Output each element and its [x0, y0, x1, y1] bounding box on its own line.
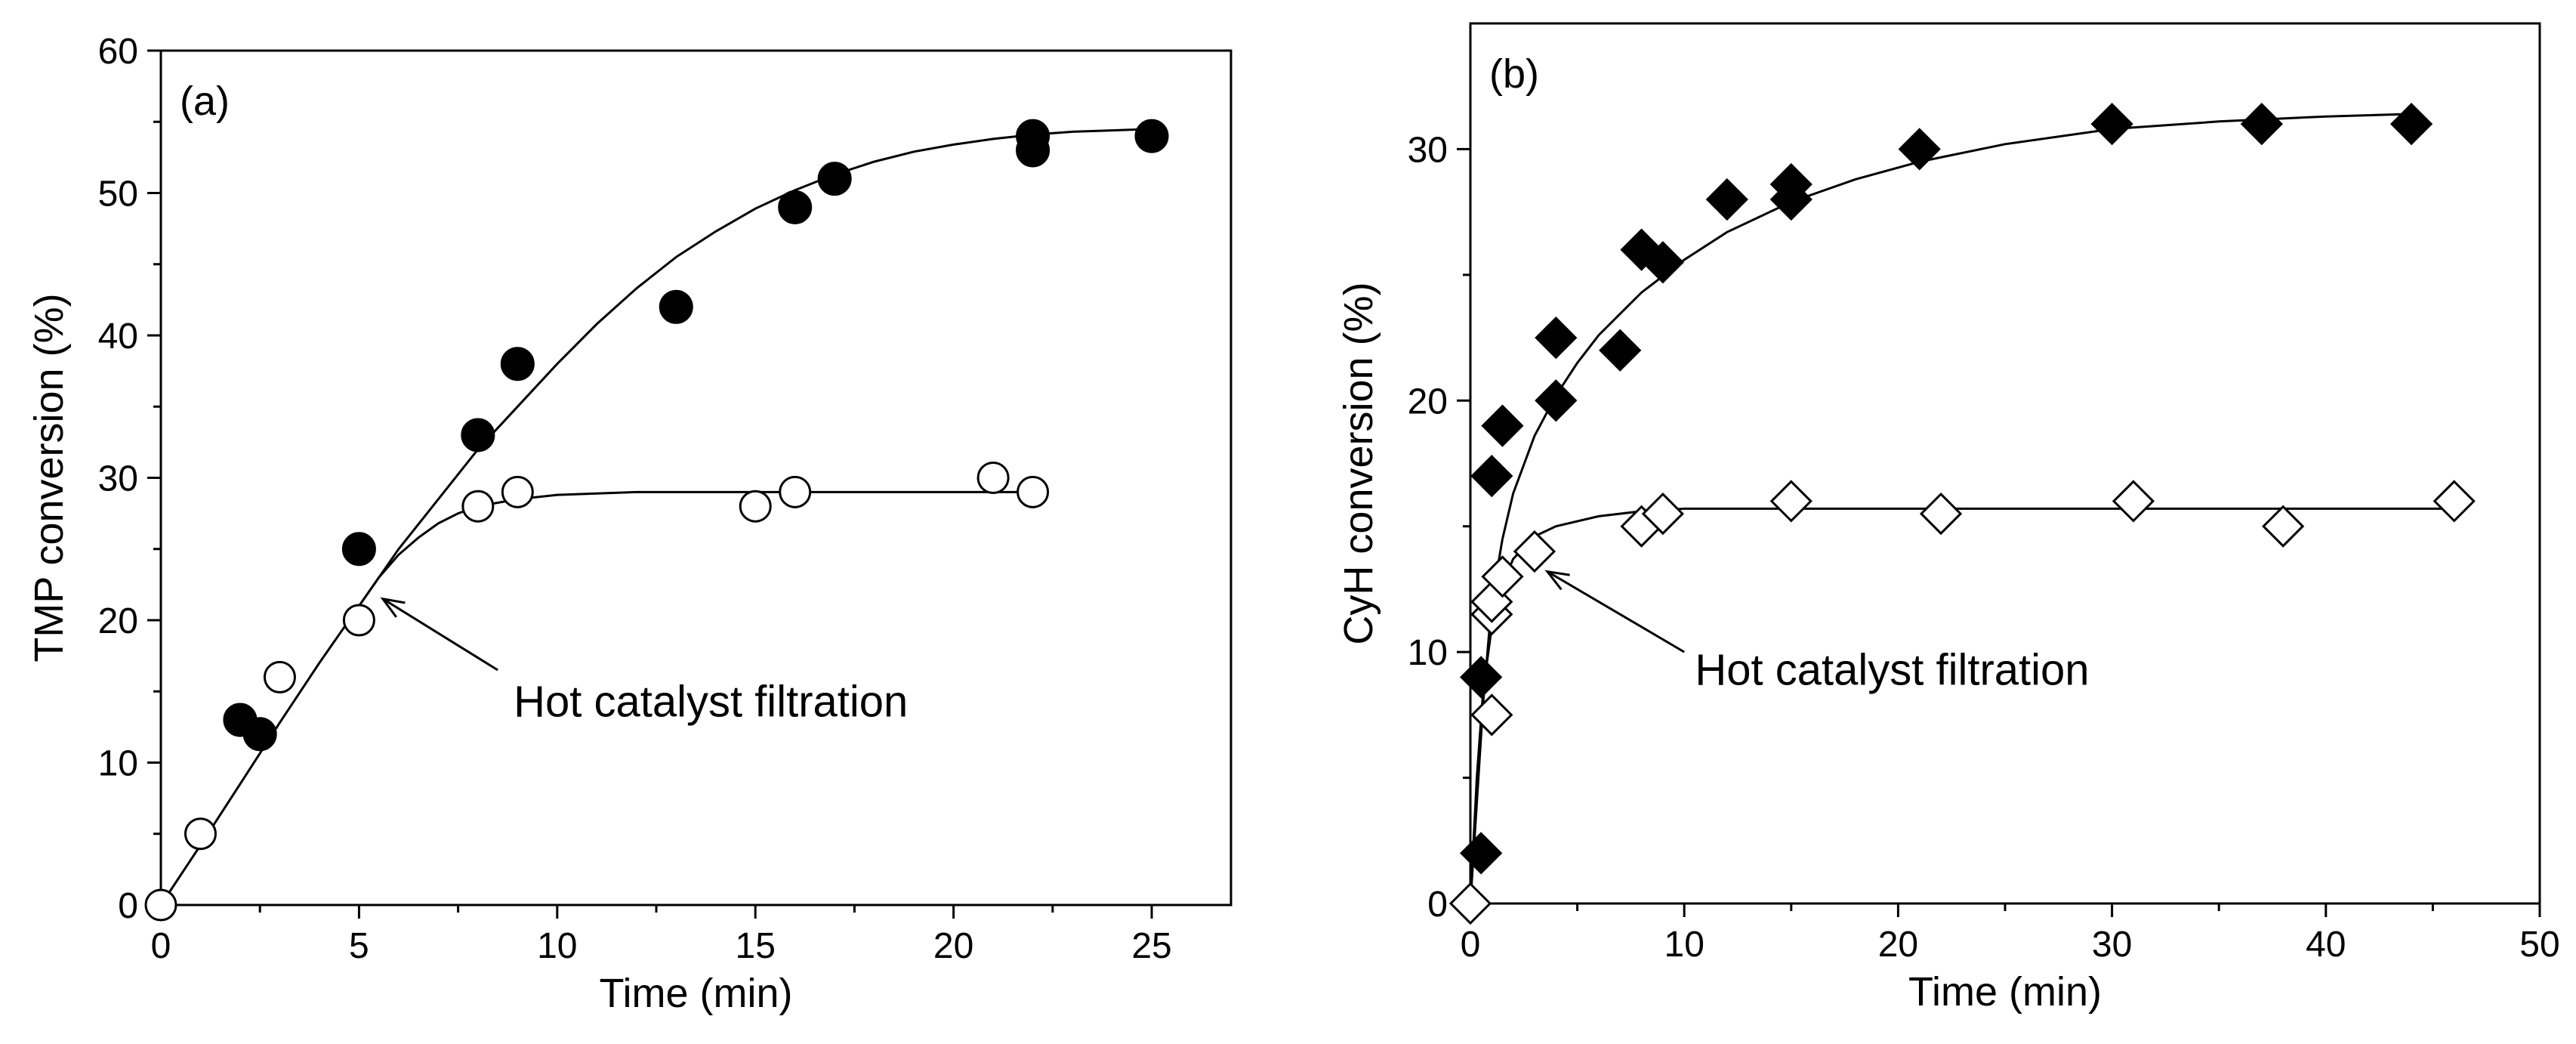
open-diamond-point: [2262, 505, 2305, 548]
y-axis-title: TMP conversion (%): [26, 293, 72, 662]
x-tick-label: 50: [2519, 925, 2559, 965]
open-diamond-point: [1481, 555, 1524, 598]
y-tick-label: 0: [118, 886, 138, 926]
open-circle-point: [1017, 475, 1050, 508]
annotation-arrow-line: [1547, 570, 1685, 653]
x-tick-label: 10: [1664, 925, 1704, 965]
annotation-arrow-head: [1544, 570, 1570, 591]
filled-diamond-point: [1460, 656, 1503, 699]
x-tick-label: 30: [2092, 925, 2132, 965]
open-circle-point: [263, 660, 296, 693]
fit-curve: [1469, 507, 2454, 904]
x-tick-label: 20: [1878, 925, 1918, 965]
open-circle-point: [739, 490, 772, 523]
open-circle-point: [144, 888, 177, 922]
x-tick-label: 40: [2306, 925, 2346, 965]
panel-a: 0 5 10 15 20 25 0 10 20 30 40 50 60 Time (min) TMP con…: [26, 32, 1232, 1016]
annotation-arrow-line: [382, 598, 498, 672]
filled-diamond-point: [1599, 329, 1642, 372]
open-circle-point: [342, 604, 375, 637]
x-tick-label: 0: [151, 926, 171, 966]
filled-circle-point: [461, 418, 495, 453]
x-axis-title: Time (min): [600, 971, 793, 1016]
y-tick-label: 0: [1427, 885, 1448, 925]
filled-diamond-point: [1535, 316, 1578, 360]
x-tick-label: 20: [933, 926, 973, 966]
x-tick-label: 5: [349, 926, 369, 966]
filled-circle-point: [659, 289, 693, 324]
fit-curve: [159, 128, 1152, 906]
open-circle-point: [501, 475, 534, 508]
y-tick-label: 20: [98, 601, 138, 641]
annotation-text: Hot catalyst filtration: [514, 677, 908, 726]
x-tick-label: 25: [1131, 926, 1171, 966]
y-tick-label: 20: [1408, 381, 1448, 422]
panel-label: (b): [1489, 51, 1539, 97]
fit-curve: [358, 490, 1033, 607]
open-diamond-point: [1769, 480, 1812, 523]
filled-circle-point: [1134, 119, 1169, 153]
filled-diamond-point: [2090, 103, 2133, 146]
panel-label: (a): [180, 79, 230, 124]
filled-diamond-point: [1470, 455, 1513, 498]
y-tick-label: 10: [1408, 633, 1448, 673]
filled-diamond-point: [2389, 103, 2433, 146]
plot-frame: [1469, 22, 2541, 905]
open-diamond-point: [2433, 480, 2476, 523]
annotation-arrow-head: [380, 597, 406, 618]
open-circle-point: [779, 475, 812, 508]
annotation-text: Hot catalyst filtration: [1695, 645, 2089, 694]
y-tick-label: 10: [98, 744, 138, 784]
open-diamond-point: [1919, 492, 1963, 536]
y-tick-label: 50: [98, 175, 138, 215]
x-tick-label: 10: [537, 926, 577, 966]
filled-diamond-point: [1705, 178, 1748, 221]
x-axis-title: Time (min): [1908, 969, 2102, 1015]
y-tick-label: 30: [1408, 130, 1448, 170]
filled-circle-point: [1016, 133, 1050, 168]
open-diamond-point: [1470, 693, 1513, 737]
open-diamond-point: [1448, 882, 1492, 925]
filled-diamond-point: [1481, 404, 1524, 447]
x-tick-label: 15: [736, 926, 776, 966]
y-tick-label: 30: [98, 459, 138, 499]
y-tick-label: 60: [98, 32, 138, 72]
filled-circle-point: [500, 347, 535, 381]
filled-diamond-point: [1898, 128, 1941, 171]
open-circle-point: [184, 817, 217, 851]
filled-diamond-point: [1769, 162, 1812, 206]
filled-circle-point: [341, 532, 376, 567]
filled-diamond-point: [1535, 379, 1578, 422]
filled-circle-point: [778, 190, 813, 224]
filled-diamond-point: [1641, 241, 1685, 284]
filled-diamond-point: [2240, 103, 2283, 146]
x-tick-label: 0: [1461, 925, 1481, 965]
y-axis-title: CyH conversion (%): [1336, 282, 1381, 644]
open-circle-point: [976, 462, 1010, 494]
open-circle-point: [461, 490, 495, 523]
filled-circle-point: [817, 162, 852, 196]
open-diamond-point: [2112, 480, 2155, 523]
filled-diamond-point: [1460, 832, 1503, 875]
y-tick-label: 40: [98, 317, 138, 357]
open-diamond-point: [1513, 530, 1556, 573]
open-diamond-point: [1641, 492, 1685, 536]
plot-frame: [159, 49, 1232, 907]
filled-circle-point: [242, 717, 277, 752]
